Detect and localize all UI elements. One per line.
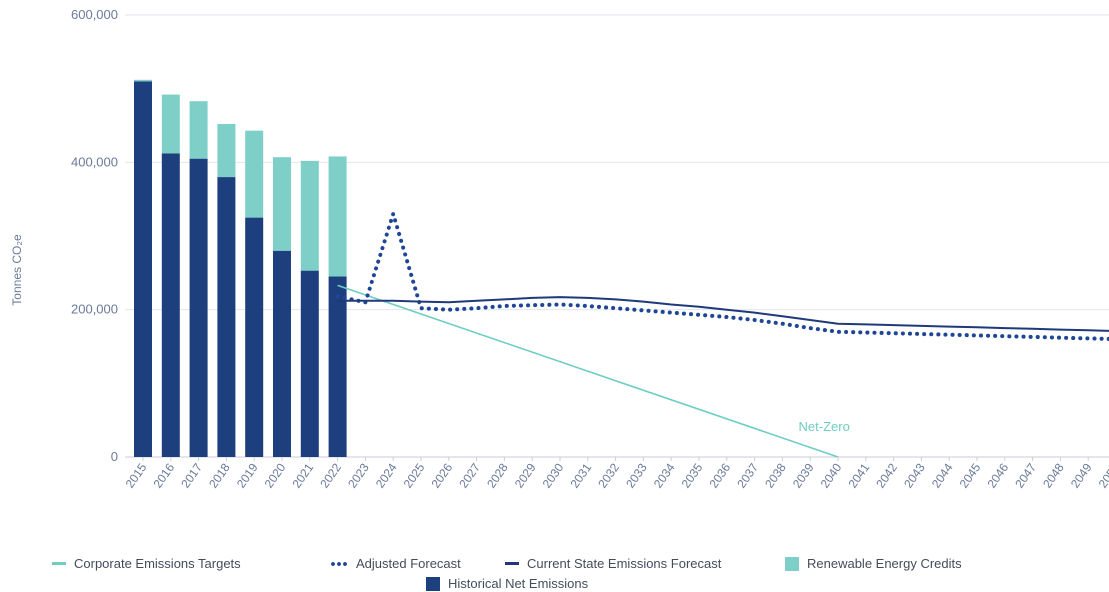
- x-tick-label: 2022: [317, 460, 344, 490]
- legend-label: Corporate Emissions Targets: [74, 556, 241, 571]
- x-tick-label: 2045: [957, 460, 984, 490]
- line-adjusted-forecast: [335, 211, 1109, 341]
- x-tick-label: 2023: [345, 460, 372, 490]
- x-tick-label: 2018: [206, 460, 233, 490]
- legend-box-swatch: [426, 576, 440, 591]
- x-tick-label: 2032: [595, 460, 622, 490]
- x-tick-label: 2030: [540, 460, 567, 490]
- series-lines: [335, 211, 1109, 458]
- x-tick-label: 2049: [1068, 460, 1095, 490]
- x-tick-label: 2039: [790, 460, 817, 490]
- y-tick-label: 600,000: [71, 7, 118, 22]
- x-tick-label: 2019: [234, 460, 261, 490]
- x-tick-label: 2015: [123, 460, 150, 490]
- bar-renewable-energy-credits: [217, 124, 236, 178]
- bar-renewable-energy-credits: [273, 157, 291, 251]
- x-tick-label: 2050: [1096, 460, 1109, 490]
- x-tick-label: 2038: [762, 460, 789, 490]
- legend-line-swatch: [505, 562, 519, 565]
- x-tick-label: 2034: [651, 460, 678, 490]
- legend-dots-swatch: [330, 561, 348, 566]
- bar-historical-net-emissions: [273, 250, 291, 457]
- y-axis-title: Tonnes CO₂e: [10, 234, 24, 306]
- x-tick-label: 2044: [929, 460, 956, 490]
- bar-historical-net-emissions: [134, 81, 152, 458]
- x-tick-label: 2042: [873, 460, 900, 490]
- bar-renewable-energy-credits: [328, 156, 347, 277]
- x-tick-label: 2046: [984, 460, 1011, 490]
- y-tick-label: 200,000: [71, 302, 118, 317]
- bar-historical-net-emissions: [189, 158, 208, 457]
- legend-item-corporate-targets[interactable]: Corporate Emissions Targets: [52, 556, 241, 571]
- x-tick-label: 2043: [901, 460, 928, 490]
- emissions-chart: 2015 2016 2017 2018 2019 2020 2021 2022 2023 2024…: [10, 7, 1109, 491]
- x-tick-label: 2017: [178, 460, 205, 490]
- legend-label: Adjusted Forecast: [356, 556, 461, 571]
- x-tick-label: 2025: [401, 460, 428, 490]
- x-tick-label: 2035: [679, 460, 706, 490]
- legend-label: Renewable Energy Credits: [807, 556, 962, 571]
- x-tick-label: 2029: [512, 460, 539, 490]
- y-tick-label: 0: [111, 449, 118, 464]
- legend: Corporate Emissions Targets Adjusted For…: [0, 552, 1109, 592]
- x-tick-label: 2041: [845, 460, 872, 490]
- gridlines: [125, 14, 1109, 458]
- bar-renewable-energy-credits: [300, 160, 319, 271]
- y-axis: 0 200,000 400,000 600,000: [71, 7, 118, 464]
- bar-historical-net-emissions: [328, 276, 347, 457]
- bars: [134, 79, 347, 458]
- x-tick-label: 2028: [484, 460, 511, 490]
- legend-item-adjusted-forecast[interactable]: Adjusted Forecast: [330, 556, 461, 571]
- x-tick-label: 2033: [623, 460, 650, 490]
- legend-label: Historical Net Emissions: [448, 576, 589, 591]
- bar-historical-net-emissions: [300, 270, 319, 457]
- x-tick-label: 2036: [706, 460, 733, 490]
- x-tick-label: 2037: [734, 460, 761, 490]
- legend-item-historical-net[interactable]: Historical Net Emissions: [426, 576, 588, 591]
- bar-historical-net-emissions: [217, 177, 236, 458]
- legend-item-current-state-forecast[interactable]: Current State Emissions Forecast: [505, 556, 721, 571]
- x-tick-label: 2026: [428, 460, 455, 490]
- legend-label: Current State Emissions Forecast: [527, 556, 722, 571]
- x-tick-label: 2031: [567, 460, 594, 490]
- bar-renewable-energy-credits: [189, 101, 208, 159]
- x-tick-label: 2016: [150, 460, 177, 490]
- bar-renewable-energy-credits: [161, 94, 180, 154]
- bar-renewable-energy-credits: [134, 79, 152, 82]
- x-tick-label: 2040: [818, 460, 845, 490]
- annotations: Net-Zero: [799, 419, 850, 434]
- annotation-net-zero: Net-Zero: [799, 419, 850, 434]
- x-tick-label: 2048: [1040, 460, 1067, 490]
- legend-item-renewable-credits[interactable]: Renewable Energy Credits: [785, 556, 962, 571]
- x-tick-label: 2024: [373, 460, 400, 490]
- line-corporate-emissions-targets: [337, 284, 839, 458]
- bar-renewable-energy-credits: [245, 130, 264, 218]
- legend-line-swatch: [52, 562, 66, 565]
- x-tick-label: 2047: [1012, 460, 1039, 490]
- x-tick-label: 2020: [262, 460, 289, 490]
- legend-box-swatch: [785, 556, 799, 571]
- line-current-state-emissions-forecast: [337, 296, 1109, 332]
- bar-historical-net-emissions: [245, 217, 264, 457]
- x-tick-label: 2021: [289, 460, 316, 490]
- bar-historical-net-emissions: [161, 153, 180, 457]
- x-tick-label: 2027: [456, 460, 483, 490]
- y-tick-label: 400,000: [71, 154, 118, 169]
- x-axis: 2015 2016 2017 2018 2019 2020 2021 2022 2023 2024…: [123, 457, 1109, 491]
